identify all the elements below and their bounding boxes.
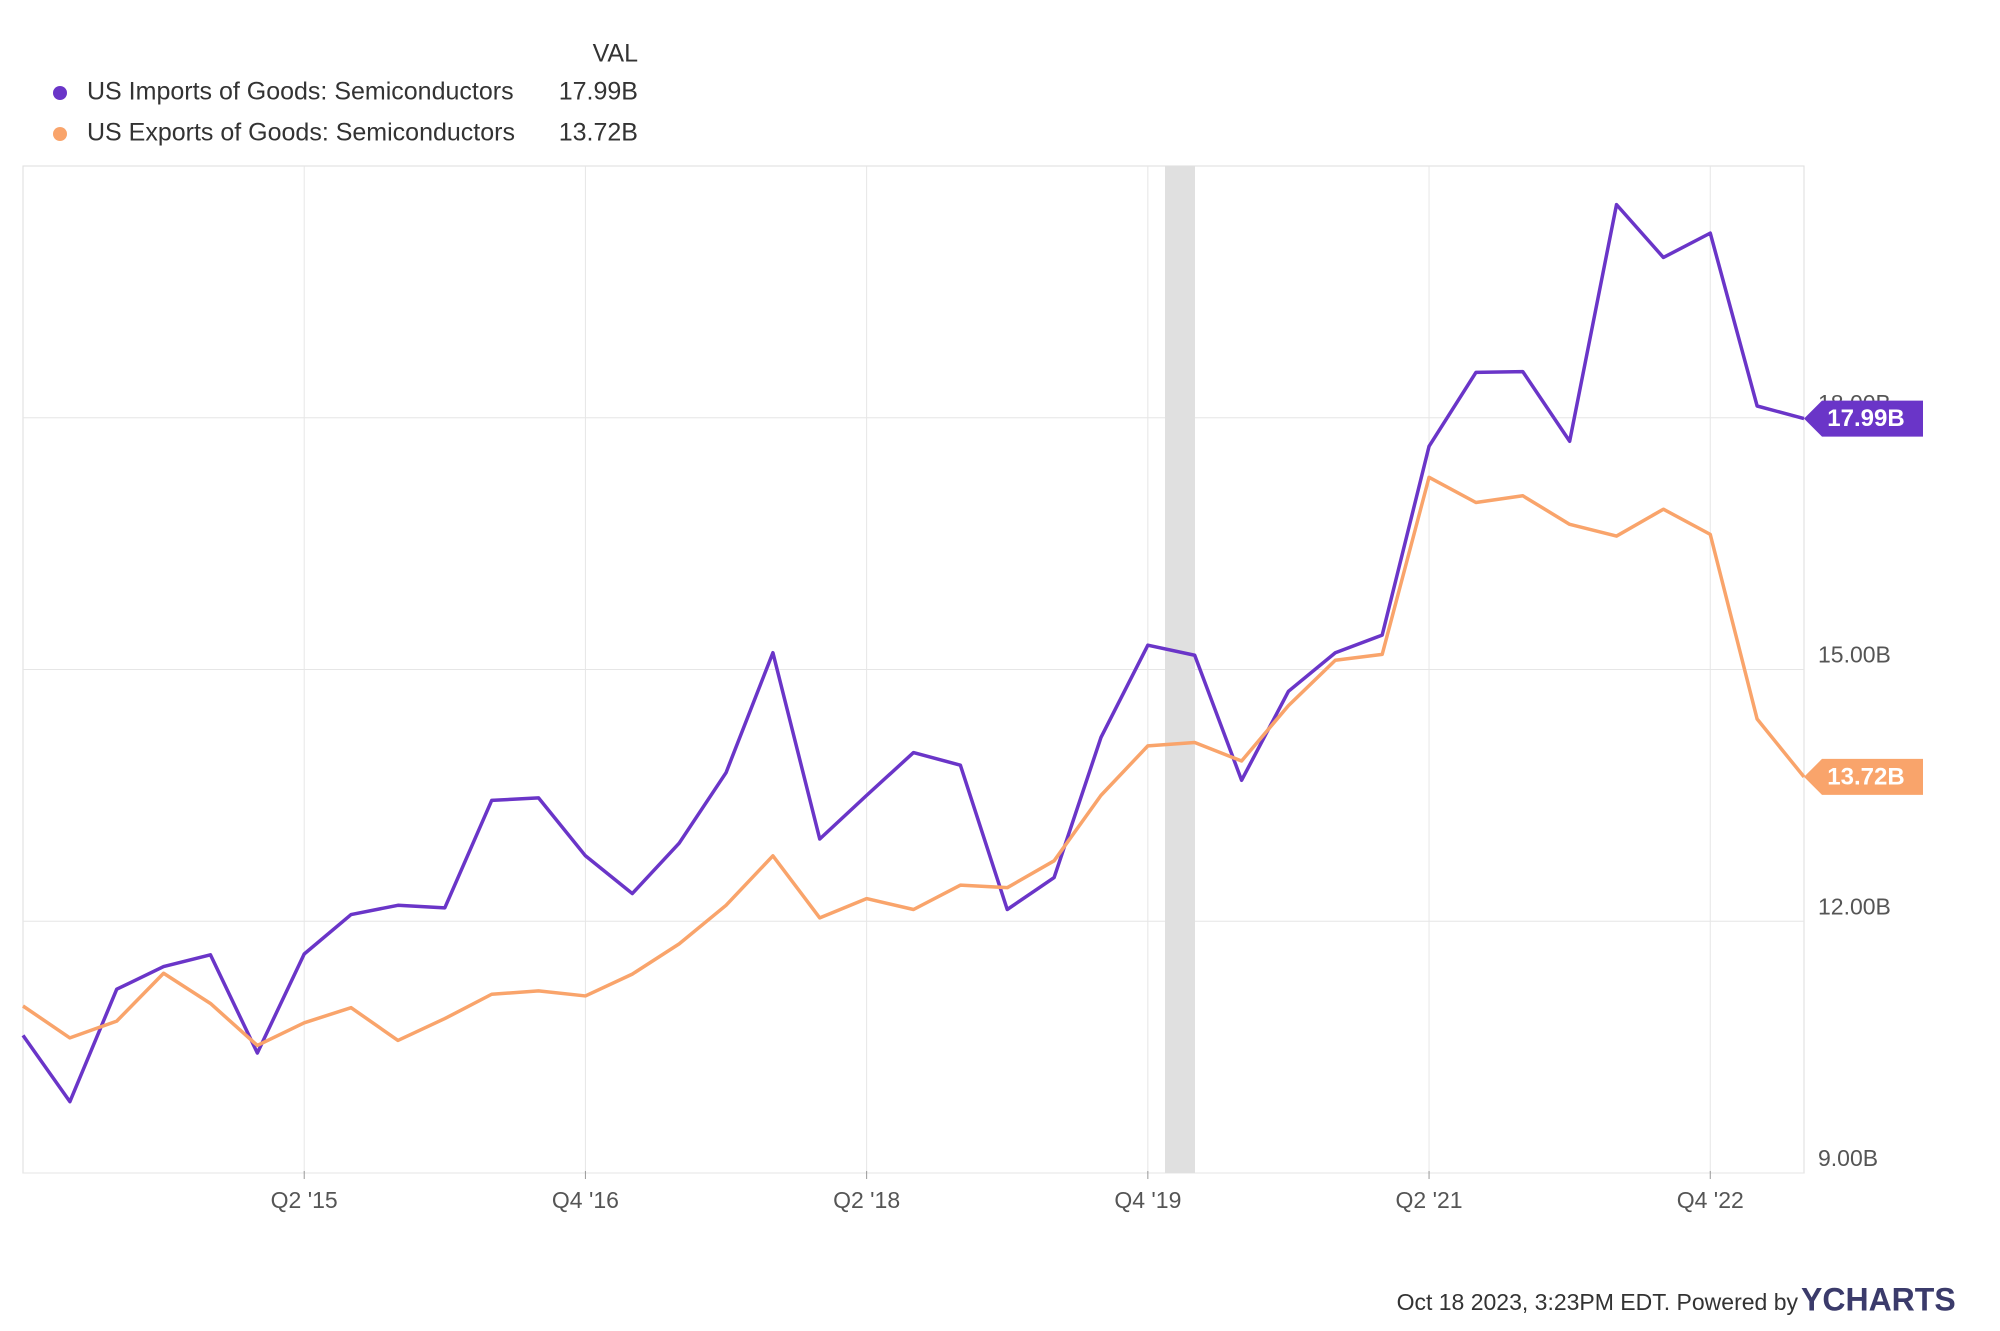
legend-value: 17.99B bbox=[559, 78, 638, 106]
legend-marker bbox=[53, 127, 67, 141]
x-tick-label: Q2 '18 bbox=[833, 1187, 900, 1213]
end-tag bbox=[1804, 758, 1923, 795]
x-tick-label: Q4 '22 bbox=[1677, 1187, 1744, 1213]
x-tick-label: Q4 '19 bbox=[1114, 1187, 1181, 1213]
y-tick-label: 15.00B bbox=[1818, 642, 1891, 668]
legend-value: 13.72B bbox=[559, 119, 638, 147]
y-tick-label: 9.00B bbox=[1818, 1145, 1878, 1171]
legend-label: US Imports of Goods: Semiconductors bbox=[87, 78, 514, 106]
end-tag-label: 17.99B bbox=[1827, 405, 1904, 432]
series-line bbox=[21, 202, 1805, 1104]
y-tick-label: 12.00B bbox=[1818, 893, 1891, 919]
x-tick-label: Q4 '16 bbox=[552, 1187, 619, 1213]
footer: Oct 18 2023, 3:23PM EDT. Powered by bbox=[1397, 1289, 1799, 1315]
end-tag bbox=[1804, 400, 1923, 437]
end-tag-label: 13.72B bbox=[1827, 763, 1904, 790]
x-tick-label: Q2 '15 bbox=[271, 1187, 338, 1213]
legend-marker bbox=[53, 86, 67, 100]
series-line bbox=[22, 475, 1806, 1048]
brand-logo: YCHARTS bbox=[1801, 1281, 1956, 1317]
legend-label: US Exports of Goods: Semiconductors bbox=[87, 119, 515, 147]
recession-band bbox=[1165, 166, 1195, 1173]
legend-header: VAL bbox=[593, 40, 638, 68]
x-tick-label: Q2 '21 bbox=[1396, 1187, 1463, 1213]
